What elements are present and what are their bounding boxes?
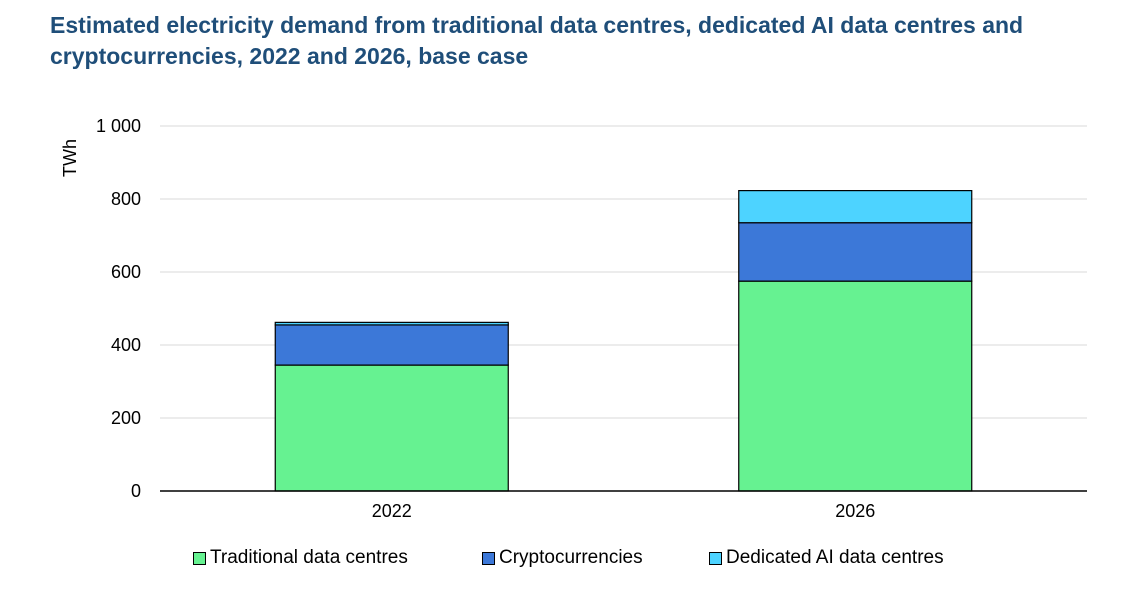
y-tick-label: 200	[111, 408, 141, 428]
x-tick-label: 2026	[835, 501, 875, 521]
bar-2022-dedicated-ai-data-centres	[274, 321, 509, 326]
legend-swatch	[709, 551, 722, 565]
y-tick-label: 600	[111, 262, 141, 282]
axes: 0 200 400 600 800 1 000 TWh 2022 2026	[60, 116, 1087, 521]
y-axis-label: TWh	[60, 139, 80, 177]
bars	[274, 190, 973, 492]
y-tick-label: 400	[111, 335, 141, 355]
x-tick-label: 2022	[372, 501, 412, 521]
bar-2026-cryptocurrencies	[738, 222, 973, 282]
bar-2022-traditional-data-centres	[274, 364, 509, 492]
legend-item-dedicated-ai-data-centres: Dedicated AI data centres	[709, 547, 944, 569]
legend-item-traditional-data-centres: Traditional data centres	[193, 547, 408, 569]
legend-label: Cryptocurrencies	[499, 547, 643, 568]
bar-2022-cryptocurrencies	[274, 324, 509, 366]
legend-label: Dedicated AI data centres	[726, 547, 944, 568]
chart-title: Estimated electricity demand from tradit…	[50, 12, 1024, 69]
bar-2026-traditional-data-centres	[738, 280, 973, 492]
y-tick-label: 800	[111, 189, 141, 209]
y-tick-label: 1 000	[96, 116, 141, 136]
legend-item-cryptocurrencies: Cryptocurrencies	[482, 547, 643, 569]
y-tick-label: 0	[131, 481, 141, 501]
legend-label: Traditional data centres	[210, 547, 408, 568]
legend-swatch	[482, 551, 495, 565]
bar-2026-dedicated-ai-data-centres	[738, 190, 973, 224]
chart-legend: Traditional data centres Cryptocurrencies…	[0, 547, 1145, 573]
legend-swatch	[193, 551, 206, 565]
